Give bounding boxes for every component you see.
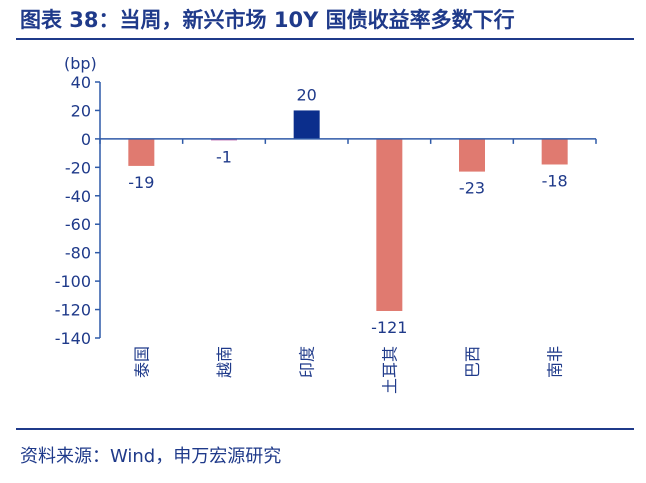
y-tick-label: -140	[55, 329, 91, 348]
y-tick-label: -120	[55, 301, 91, 320]
source-rule	[16, 428, 634, 430]
y-tick-label: -100	[55, 272, 91, 291]
data-labels: -19 -1 20 -121 -23 -18	[128, 85, 567, 337]
y-axis-label: (bp)	[64, 54, 97, 73]
figure-title: 图表 38：当周，新兴市场 10Y 国债收益率多数下行	[20, 8, 515, 32]
data-label: -18	[542, 171, 568, 190]
data-label: -1	[216, 147, 232, 166]
y-tick-label: 0	[81, 130, 91, 149]
data-label: -19	[128, 173, 154, 192]
bar	[128, 138, 155, 166]
category-label: 泰国	[132, 346, 151, 378]
title-rule	[16, 38, 634, 40]
category-label: 土耳其	[380, 346, 399, 394]
data-label: -23	[459, 179, 485, 198]
x-axis	[99, 138, 597, 144]
y-tick-label: -60	[65, 215, 91, 234]
category-label: 越南	[215, 346, 234, 378]
data-label: -121	[371, 318, 407, 337]
y-tick-label: 20	[71, 101, 91, 120]
bar	[541, 138, 568, 165]
y-tick-label: -20	[65, 158, 91, 177]
y-axis: 40 20 0 -20 -40 -60 -80 -100 -120 -140	[55, 73, 101, 348]
bar	[293, 110, 320, 139]
category-label: 巴西	[463, 346, 482, 378]
y-tick-label: -40	[65, 187, 91, 206]
y-tick-label: -80	[65, 244, 91, 263]
x-axis-categories: 泰国 越南 印度 土耳其 巴西 南非	[132, 346, 564, 394]
bar	[459, 138, 485, 172]
category-label: 印度	[298, 346, 317, 378]
source-note: 资料来源：Wind，申万宏源研究	[20, 446, 282, 467]
data-label: 20	[296, 85, 316, 104]
category-label: 南非	[546, 346, 565, 378]
y-tick-label: 40	[71, 73, 91, 92]
bar	[376, 138, 403, 311]
